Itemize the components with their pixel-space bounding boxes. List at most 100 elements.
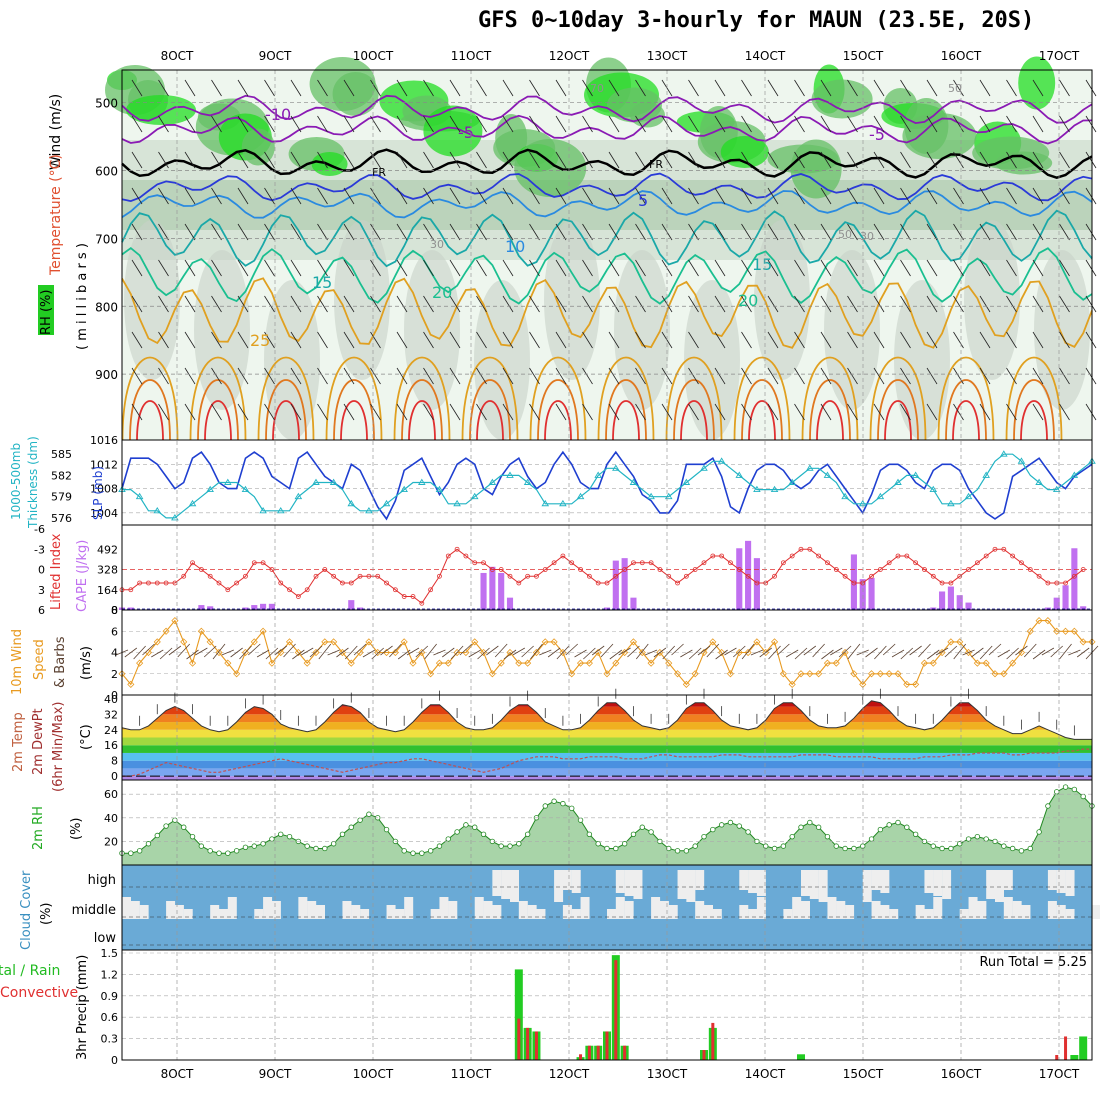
cape-tick-0: 0 bbox=[111, 604, 118, 617]
surface-isotherm bbox=[1020, 400, 1048, 441]
rh-point bbox=[383, 826, 390, 833]
cloud-middle bbox=[977, 901, 987, 919]
wind-barb bbox=[502, 79, 514, 97]
rh-point bbox=[1054, 789, 1060, 795]
wind-barb bbox=[1059, 115, 1070, 133]
wind-barb bbox=[555, 403, 567, 421]
cloud-middle bbox=[536, 909, 546, 919]
wind-barb bbox=[211, 403, 222, 421]
cape-bar bbox=[612, 560, 619, 610]
thickness-point bbox=[594, 471, 602, 478]
wind-barb bbox=[741, 187, 752, 205]
wind-barb bbox=[555, 367, 567, 385]
lifted-index-point bbox=[807, 546, 813, 552]
rh-point bbox=[912, 831, 919, 838]
temp-band bbox=[122, 745, 1092, 753]
wind-barb bbox=[343, 259, 355, 277]
wind-speed-point bbox=[929, 659, 937, 667]
wind-barb bbox=[582, 115, 593, 133]
wind-barb bbox=[873, 403, 885, 421]
thickness-point bbox=[753, 485, 761, 493]
wind-barb bbox=[370, 403, 381, 421]
wind-tick-8: 8 bbox=[111, 604, 118, 617]
wind-speed-point bbox=[585, 659, 593, 667]
wind-barb bbox=[767, 115, 779, 133]
thickness-tick-576: 576 bbox=[51, 512, 72, 525]
thickness-point bbox=[329, 478, 338, 485]
wind-speed-point bbox=[832, 659, 840, 667]
wind-barb-10m bbox=[274, 645, 287, 656]
rh-point bbox=[136, 848, 143, 854]
wind-barb bbox=[794, 187, 805, 205]
time-label-bottom-9OCT: 9OCT bbox=[259, 1067, 292, 1081]
wind-barb bbox=[396, 295, 408, 313]
contour-label-4: FR bbox=[649, 158, 663, 171]
thickness-point bbox=[876, 492, 885, 500]
lifted-index-point bbox=[586, 573, 592, 579]
cape-bar bbox=[1062, 585, 1069, 610]
wind-barb bbox=[1006, 331, 1017, 349]
rh-point bbox=[357, 817, 363, 823]
wind-barb-10m bbox=[1032, 649, 1046, 660]
wind-barb-10m bbox=[741, 643, 755, 660]
thickness-point bbox=[435, 485, 444, 493]
thickness-point bbox=[1000, 450, 1008, 457]
wind-barb-10m bbox=[442, 647, 455, 658]
wind-speed-point bbox=[224, 659, 232, 667]
cloud-high bbox=[756, 870, 766, 896]
isotherm--10 bbox=[121, 94, 1093, 125]
surface-isotherm bbox=[257, 356, 315, 441]
wind-barb bbox=[847, 259, 858, 277]
rh-point bbox=[286, 833, 293, 840]
wind-barb-10m bbox=[397, 649, 411, 660]
cape-bar bbox=[489, 566, 496, 610]
wind-barb bbox=[926, 79, 938, 97]
surface-isotherm bbox=[665, 356, 723, 441]
wind-barb bbox=[449, 403, 461, 421]
wind-barb bbox=[290, 295, 302, 313]
wind-barb-10m bbox=[988, 643, 1002, 656]
cloud-middle bbox=[483, 901, 493, 919]
wind-barb-10m bbox=[309, 645, 323, 658]
wind-barb bbox=[900, 223, 911, 241]
wind-barb bbox=[900, 187, 911, 205]
rh-band bbox=[122, 180, 1092, 230]
wind-barb bbox=[290, 79, 302, 97]
lifted-index-point bbox=[357, 573, 363, 579]
wind-speed-point bbox=[770, 638, 779, 646]
rh-point bbox=[172, 817, 178, 823]
wind-barb-10m bbox=[1050, 645, 1063, 658]
wind-barb bbox=[1032, 259, 1044, 277]
slp-tick-1004: 1004 bbox=[90, 507, 118, 520]
cloud-high bbox=[995, 870, 1004, 902]
wind-barb bbox=[1085, 295, 1097, 313]
panel-frame-lifted-cape bbox=[121, 524, 1093, 611]
wind-barb bbox=[767, 187, 779, 205]
wind-barb bbox=[900, 79, 911, 97]
wind-barb bbox=[608, 295, 620, 313]
thickness-tick-579: 579 bbox=[51, 491, 72, 504]
wind-barb bbox=[953, 115, 964, 133]
surface-isotherm bbox=[204, 400, 232, 441]
precip-convective-label: Convective bbox=[0, 985, 78, 1001]
thickness-point bbox=[312, 478, 320, 485]
thickness-point bbox=[1017, 457, 1026, 464]
cloud-middle bbox=[659, 901, 669, 919]
cloud-high bbox=[871, 870, 881, 890]
wind-barb bbox=[264, 79, 275, 97]
surface-isotherm bbox=[952, 400, 980, 441]
wind-barb bbox=[476, 295, 487, 313]
wind-barb bbox=[184, 403, 196, 421]
wind-speed-point bbox=[180, 638, 188, 646]
cape-bar bbox=[480, 572, 487, 610]
cape-bar bbox=[736, 548, 743, 610]
thickness-point bbox=[559, 499, 567, 507]
lifted-index-point bbox=[922, 567, 927, 572]
wind-barb bbox=[529, 115, 540, 133]
temperature-axis-label: Temperature (°C) bbox=[48, 154, 64, 276]
surface-isotherm bbox=[537, 379, 579, 441]
wind-barb bbox=[741, 331, 752, 349]
surface-isotherm bbox=[945, 379, 987, 441]
contour-label-10: 20 bbox=[738, 291, 758, 310]
wind-barb bbox=[688, 367, 699, 385]
